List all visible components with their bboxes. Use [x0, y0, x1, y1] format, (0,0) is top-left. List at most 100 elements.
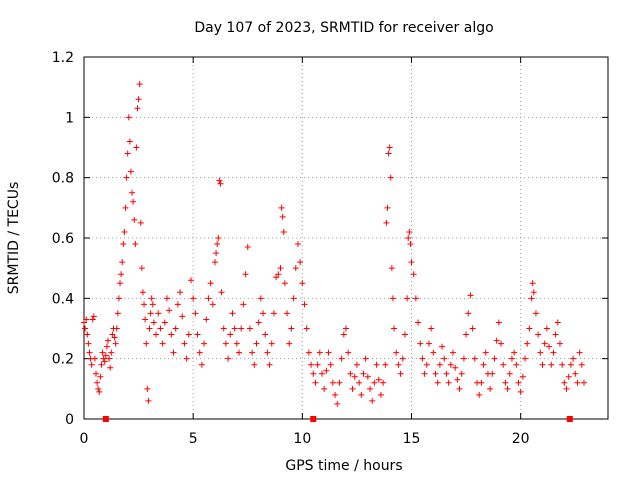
data-point [122, 204, 129, 211]
data-point [436, 361, 443, 368]
data-point [172, 325, 179, 332]
data-point [321, 385, 328, 392]
y-tick-label: 1 [65, 110, 74, 126]
data-point [255, 319, 262, 326]
data-point [353, 361, 360, 368]
data-point [286, 340, 293, 347]
data-point [498, 340, 505, 347]
data-point [155, 310, 162, 317]
data-point [207, 280, 214, 287]
data-point [399, 355, 406, 362]
data-point [147, 310, 154, 317]
data-point [190, 295, 197, 302]
axis-ticks [83, 56, 608, 420]
data-point [432, 370, 439, 377]
data-point [515, 379, 522, 386]
data-point [240, 301, 247, 308]
data-point [580, 379, 587, 386]
data-point [561, 379, 568, 386]
data-point [105, 337, 112, 344]
data-point [179, 313, 186, 320]
data-point [517, 388, 524, 395]
data-point [268, 340, 275, 347]
data-point [198, 361, 205, 368]
data-point [364, 373, 371, 380]
data-point [407, 241, 414, 248]
data-point [123, 174, 130, 181]
x-axis-label: GPS time / hours [285, 458, 402, 474]
data-point [99, 349, 106, 356]
data-point [120, 241, 127, 248]
data-point [530, 289, 537, 296]
y-tick-label: 1.2 [52, 50, 74, 66]
data-point [214, 241, 221, 248]
data-point [487, 385, 494, 392]
data-point [161, 319, 168, 326]
x-tick-label: 10 [293, 431, 311, 447]
data-point [423, 361, 430, 368]
data-point [127, 168, 134, 175]
data-point [336, 379, 343, 386]
data-point [576, 349, 583, 356]
data-point [375, 376, 382, 383]
data-point [316, 349, 323, 356]
data-point [397, 370, 404, 377]
data-point [524, 340, 531, 347]
data-point [447, 361, 454, 368]
data-point [367, 385, 374, 392]
data-point [236, 349, 243, 356]
data-point [264, 349, 271, 356]
data-point [108, 349, 115, 356]
data-point [552, 331, 559, 338]
data-point [117, 280, 124, 287]
data-point [343, 325, 349, 332]
data-point [111, 334, 118, 341]
data-point [102, 352, 109, 359]
data-point [493, 337, 500, 344]
data-point [305, 349, 312, 356]
data-point [294, 241, 301, 248]
data-point [135, 96, 142, 103]
data-point [550, 349, 557, 356]
data-point [478, 379, 485, 386]
data-point [149, 301, 156, 308]
data-point [97, 373, 104, 380]
data-point [548, 361, 555, 368]
data-point [159, 340, 166, 347]
data-point [308, 361, 315, 368]
data-point [410, 271, 417, 278]
data-point [251, 361, 258, 368]
data-point [141, 301, 148, 308]
data-point [275, 271, 282, 278]
data-point [578, 361, 585, 368]
data-point [338, 355, 345, 362]
data-point [85, 340, 92, 347]
data-point [310, 370, 317, 377]
data-point [556, 340, 563, 347]
data-point [529, 280, 536, 287]
data-point [347, 370, 354, 377]
data-point [157, 325, 164, 332]
data-point [257, 295, 264, 302]
data-point [502, 379, 509, 386]
data-point [559, 361, 566, 368]
data-point [222, 340, 229, 347]
data-point [225, 355, 232, 362]
data-point [137, 219, 144, 226]
data-point [138, 265, 145, 272]
data-point [386, 144, 393, 151]
data-point [270, 310, 277, 317]
y-tick-label: 0.8 [52, 171, 74, 187]
data-point [574, 379, 581, 386]
data-point [458, 370, 465, 377]
data-point [504, 385, 511, 392]
data-point [351, 373, 358, 380]
data-point [303, 325, 310, 332]
data-point [454, 376, 461, 383]
data-point [434, 379, 441, 386]
y-axis-label: SRMTID / TECUs [6, 182, 22, 295]
data-point [543, 325, 550, 332]
data-point [539, 361, 546, 368]
gap-markers [102, 416, 573, 422]
